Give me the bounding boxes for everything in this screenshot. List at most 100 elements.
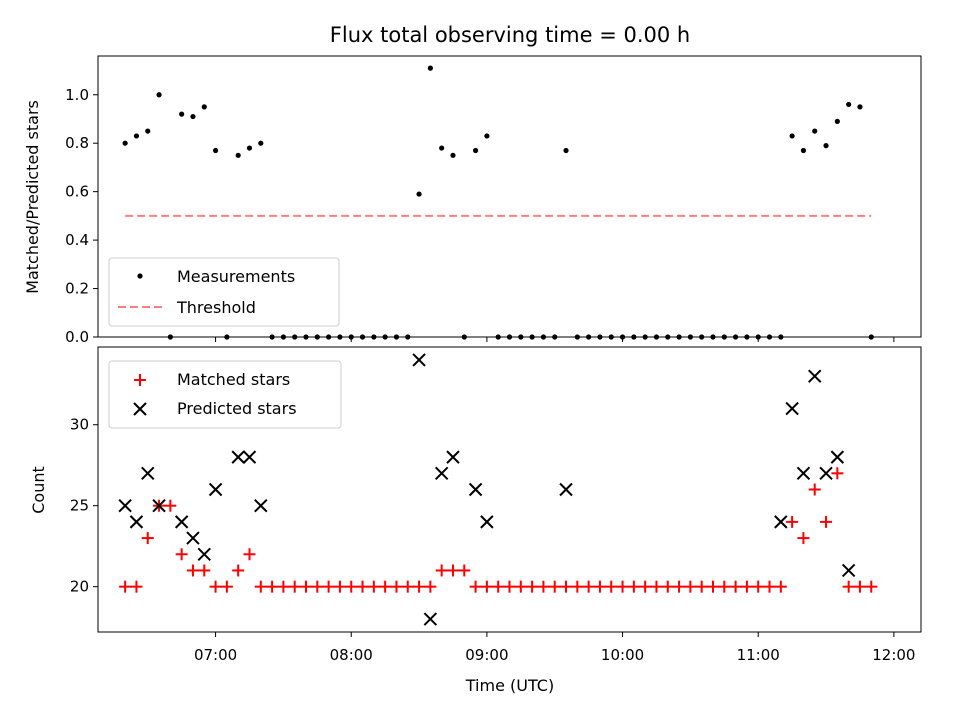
bottom-xtick-label-2: 09:00 (465, 646, 508, 664)
matched-star-point (198, 564, 211, 577)
measurement-point (258, 140, 264, 146)
matched-star-point (729, 580, 742, 593)
matched-star-point (639, 580, 652, 593)
matched-star-point (808, 483, 821, 496)
predicted-star-point (841, 563, 856, 578)
measurement-point (823, 143, 829, 149)
predicted-star-point (254, 498, 268, 513)
bottom-ytick-label-0: 20 (70, 578, 89, 596)
measurement-point (269, 334, 275, 340)
measurements-legend-marker (137, 273, 143, 279)
measurement-point (653, 334, 660, 340)
matched-star-point (277, 580, 290, 593)
measurement-point (303, 334, 309, 340)
chart-title: Flux total observing time = 0.00 h (330, 23, 690, 47)
matched-star-point (130, 580, 143, 593)
predicted-star-stroke-b (841, 563, 856, 578)
predicted-star-stroke-b (174, 515, 189, 529)
measurement-point (710, 334, 716, 340)
measurement-point (665, 334, 671, 340)
predicted-star-stroke-b (434, 466, 449, 481)
matched-star-point (695, 580, 708, 593)
measurement-point (574, 334, 580, 340)
bottom-series (118, 353, 878, 626)
predicted-star-point (830, 450, 845, 464)
predicted-star-stroke-b (231, 450, 245, 464)
matched-star-point (560, 580, 573, 593)
measurement-point (382, 334, 388, 340)
measurement-point (619, 334, 626, 340)
predicted-star-stroke-b (785, 401, 799, 416)
predicted-star-stroke-b (774, 515, 788, 529)
measurement-point (212, 147, 219, 154)
predicted-star-stroke-b (423, 612, 438, 626)
predicted-star-point (774, 515, 788, 529)
matched-star-point (390, 580, 403, 593)
matched-star-point (627, 580, 640, 593)
matched-star-point (571, 580, 584, 593)
matched-star-point (752, 580, 765, 593)
measurement-point (292, 334, 298, 340)
measurement-point (495, 334, 501, 340)
matched-star-point (774, 580, 787, 593)
predicted-star-point (186, 531, 200, 545)
measurement-point (766, 334, 773, 340)
matched-star-point (593, 580, 606, 593)
matched-star-point (164, 499, 177, 512)
predicted-star-stroke-b (152, 498, 166, 513)
predicted-star-stroke-b (819, 466, 833, 481)
predicted-star-stroke-b (559, 482, 573, 497)
matched-star-point (480, 580, 493, 593)
predicted-star-point (152, 498, 166, 513)
predicted-star-point (446, 450, 460, 464)
predicted-star-stroke-b (254, 498, 268, 513)
matched-star-point (367, 580, 380, 593)
predicted-star-point (118, 498, 132, 513)
measurement-point (472, 147, 479, 154)
measurement-point (439, 145, 445, 151)
predicted-star-point (174, 515, 189, 529)
measurement-point (145, 128, 151, 134)
measurement-point (461, 334, 467, 340)
predicted-star-point (208, 482, 223, 497)
matched-star-point (220, 580, 233, 593)
matched-star-point (616, 580, 629, 593)
measurement-point (179, 111, 185, 117)
predicted-star-stroke-b (446, 450, 460, 464)
predicted-star-point (141, 466, 155, 481)
measurement-point (122, 140, 128, 146)
predicted-star-stroke-b (412, 353, 426, 367)
measurement-point (778, 334, 784, 340)
top-ytick-label-2: 0.4 (65, 231, 89, 249)
bottom-xtick-label-5: 12:00 (872, 646, 915, 664)
measurement-point (224, 334, 230, 340)
top-ytick-label-4: 0.8 (65, 134, 89, 152)
measurement-point (800, 147, 807, 154)
measurement-point (732, 334, 739, 340)
matched-star-point (288, 580, 301, 593)
measurement-point (133, 133, 140, 139)
matched-star-point (718, 580, 731, 593)
bottom-legend-box (108, 360, 342, 429)
measurement-point (484, 133, 490, 139)
matched-star-point (865, 580, 878, 593)
measurement-point (427, 65, 433, 71)
measurement-point (371, 334, 377, 340)
predicted-star-point (559, 482, 573, 497)
measurement-point (563, 147, 569, 154)
matched-star-point (605, 580, 618, 593)
matched-star-point (842, 580, 855, 593)
matched-star-point (537, 580, 550, 593)
matched-star-point (458, 564, 471, 577)
measurement-point (337, 334, 343, 340)
bottom-y-ticks: 20 25 30 (70, 416, 98, 596)
predicted-legend-marker (133, 402, 147, 416)
matched-star-point (797, 532, 810, 545)
predicted-star-stroke-b (468, 482, 483, 497)
top-ytick-label-0: 0.0 (65, 328, 89, 346)
x-axis-label: Time (UTC) (465, 676, 554, 695)
measurement-point (608, 334, 614, 340)
predicted-legend-label: Predicted stars (177, 399, 297, 418)
measurement-point (246, 145, 253, 151)
matched-star-point (763, 580, 776, 593)
